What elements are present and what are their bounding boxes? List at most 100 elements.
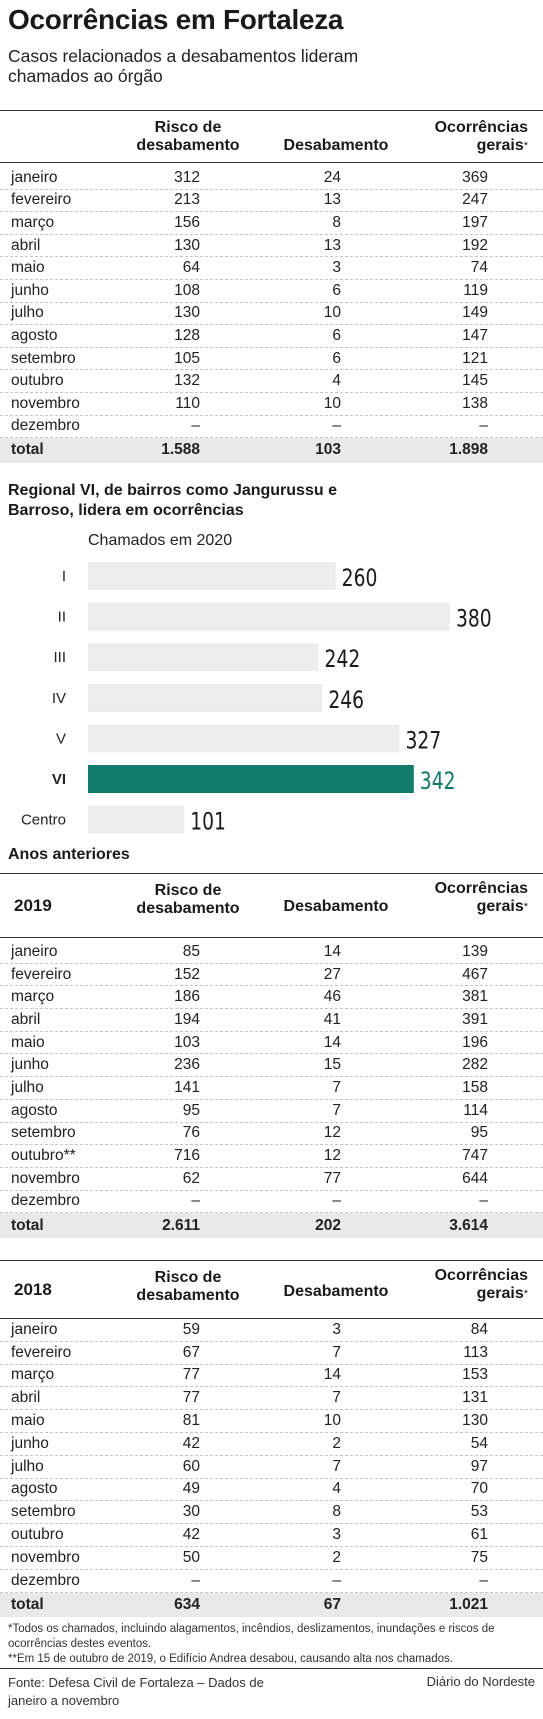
general-cell: 138 xyxy=(462,394,488,412)
general-cell: 147 xyxy=(462,326,488,344)
col-header-general-label: Ocorrências gerais xyxy=(434,880,528,915)
category-label: Centro xyxy=(21,812,66,829)
footnote-outubro: **Em 15 de outubro de 2019, o Edifício A… xyxy=(8,1653,453,1665)
data-label: 342 xyxy=(420,768,456,796)
month-cell: fevereiro xyxy=(11,191,72,209)
table-row: maio 64 3 74 xyxy=(0,257,543,280)
col-header-general-label: Ocorrências gerais xyxy=(434,1267,528,1302)
total-row: total 2.611 202 3.614 xyxy=(0,1213,543,1238)
chart-title: Chamados em 2020 xyxy=(88,532,233,549)
table-header: 2019 Risco de desabamento Desabamento Oc… xyxy=(0,873,543,938)
table-row: setembro 105 6 121 xyxy=(0,348,543,371)
total-general: 1.898 xyxy=(449,441,488,459)
general-cell: 95 xyxy=(470,1124,488,1142)
general-cell: 145 xyxy=(462,372,488,390)
bar-vi xyxy=(88,765,414,793)
col-header-general-mark: * xyxy=(523,1288,528,1300)
col-header-risk: Risco de desabamento xyxy=(136,1269,240,1304)
month-cell: fevereiro xyxy=(11,965,72,983)
risk-cell: 130 xyxy=(174,236,200,254)
table-row: dezembro – – – xyxy=(0,1191,543,1214)
collapse-cell: 10 xyxy=(323,304,341,322)
collapse-cell: 7 xyxy=(332,1457,341,1475)
month-cell: julho xyxy=(11,1078,44,1096)
general-cell: 196 xyxy=(462,1033,488,1051)
collapse-cell: 7 xyxy=(332,1343,341,1361)
total-risk: 2.611 xyxy=(162,1216,200,1234)
general-cell: 139 xyxy=(462,942,488,960)
table-row: abril 130 13 192 xyxy=(0,235,543,258)
month-cell: setembro xyxy=(11,1503,76,1521)
risk-cell: 186 xyxy=(174,988,200,1006)
month-cell: setembro xyxy=(11,1124,76,1142)
collapse-cell: 6 xyxy=(332,349,341,367)
bar-ii xyxy=(88,602,450,631)
source-credit: Fonte: Defesa Civil de Fortaleza – Dados… xyxy=(8,1675,264,1708)
category-label: IV xyxy=(52,690,66,707)
month-cell: março xyxy=(11,1366,55,1384)
collapse-cell: 41 xyxy=(323,1010,341,1028)
risk-cell: 62 xyxy=(182,1169,200,1187)
general-cell: 192 xyxy=(462,236,488,254)
risk-cell: 30 xyxy=(182,1503,200,1521)
month-cell: dezembro xyxy=(11,417,80,435)
data-label: 327 xyxy=(406,727,442,755)
risk-cell: 236 xyxy=(174,1056,200,1074)
risk-cell: 85 xyxy=(182,942,200,960)
bar-centro xyxy=(88,805,185,834)
bar-iv xyxy=(88,683,323,712)
month-cell: agosto xyxy=(11,326,58,344)
bar-v xyxy=(88,724,400,753)
month-cell: outubro** xyxy=(11,1147,76,1165)
previous-years-heading: Anos anteriores xyxy=(8,846,130,863)
collapse-cell: 3 xyxy=(332,259,341,277)
collapse-cell: 10 xyxy=(323,394,341,412)
collapse-cell: 8 xyxy=(332,213,341,231)
risk-cell: 108 xyxy=(174,281,200,299)
table-row: outubro 132 4 145 xyxy=(0,370,543,393)
total-general: 3.614 xyxy=(449,1216,488,1234)
table-row: novembro 50 2 75 xyxy=(0,1547,543,1570)
data-label: 101 xyxy=(190,808,226,836)
total-collapse: 67 xyxy=(323,1595,341,1613)
table-row: junho 236 15 282 xyxy=(0,1054,543,1078)
month-cell: novembro xyxy=(11,1548,80,1566)
table-row: agosto 128 6 147 xyxy=(0,325,543,348)
table-row: dezembro – – – xyxy=(0,416,543,439)
data-label: 246 xyxy=(328,687,364,715)
month-cell: dezembro xyxy=(11,1571,80,1589)
general-cell: 131 xyxy=(462,1389,488,1407)
risk-cell: 312 xyxy=(174,168,200,186)
month-cell: novembro xyxy=(11,1169,80,1187)
category-label: V xyxy=(56,730,66,747)
collapse-cell: 46 xyxy=(323,988,341,1006)
risk-cell: 194 xyxy=(174,1010,200,1028)
total-risk: 1.588 xyxy=(161,441,200,459)
month-cell: abril xyxy=(11,1389,41,1407)
table-year: 2019 xyxy=(14,896,52,915)
general-cell: 282 xyxy=(462,1056,488,1074)
total-label: total xyxy=(11,1216,44,1234)
col-header-risk: Risco de desabamento xyxy=(136,882,240,917)
risk-cell: 76 xyxy=(182,1124,200,1142)
page-title: Ocorrências em Fortaleza xyxy=(8,4,344,35)
risk-cell: 128 xyxy=(174,326,200,344)
col-header-risk: Risco de desabamento xyxy=(136,119,240,154)
bar-chart: I 260 II 380 III 242 IV 246 V 327 VI 342 Centro 101 xyxy=(21,562,492,836)
risk-cell: – xyxy=(191,417,200,435)
footnote-general: *Todos os chamados, incluindo alagamento… xyxy=(8,1623,495,1650)
risk-cell: 59 xyxy=(182,1320,200,1338)
collapse-cell: 3 xyxy=(332,1320,341,1338)
general-cell: 113 xyxy=(463,1343,488,1361)
general-cell: 158 xyxy=(462,1078,488,1096)
general-cell: 54 xyxy=(470,1434,488,1452)
general-cell: 70 xyxy=(470,1480,488,1498)
col-header-collapse: Desabamento xyxy=(283,1283,389,1300)
collapse-cell: 8 xyxy=(332,1503,341,1521)
table-row: janeiro 85 14 139 xyxy=(0,941,543,964)
month-cell: junho xyxy=(11,1434,49,1452)
risk-cell: 141 xyxy=(174,1078,200,1096)
collapse-cell: 2 xyxy=(332,1548,341,1566)
table-body: janeiro 85 14 139 fevereiro 152 27 467 março 186 4… xyxy=(0,938,543,1238)
general-cell: 197 xyxy=(462,213,488,231)
